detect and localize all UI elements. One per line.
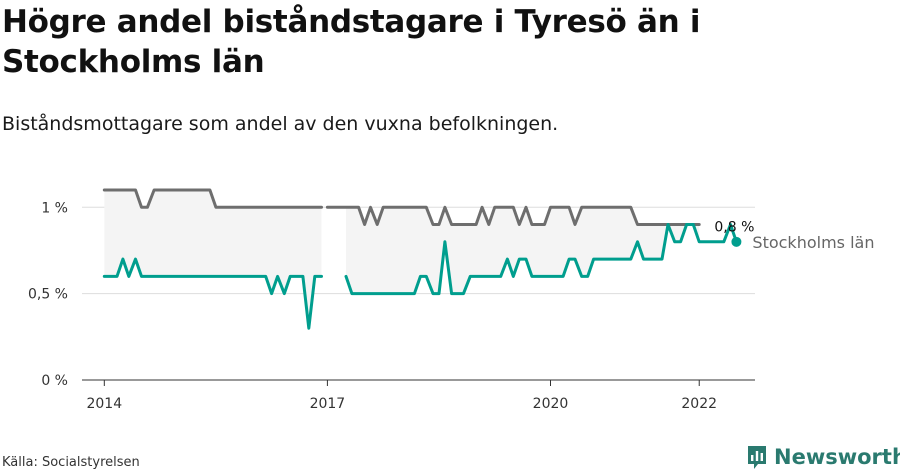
- chart-title: Högre andel biståndstagare i Tyresö än i…: [2, 4, 701, 80]
- series-line-tyreso: [102, 257, 323, 330]
- brand-logo[interactable]: Newsworthy: [746, 444, 900, 470]
- brand-name: Newsworthy: [774, 445, 900, 469]
- range-band: [346, 207, 700, 294]
- series-end-label: Stockholms län: [752, 233, 874, 252]
- chart-subtitle: Biståndsmottagare som andel av den vuxna…: [2, 113, 559, 135]
- y-tick-label: 0 %: [41, 373, 68, 389]
- y-tick-label: 0,5 %: [28, 287, 68, 303]
- y-tick-label: 1 %: [41, 200, 68, 216]
- newsworthy-logo-icon: [748, 446, 766, 469]
- x-tick-label: 2020: [533, 396, 569, 412]
- end-point: [731, 236, 742, 247]
- line-chart: 0 % 0,5 % 1 % 2014 2017 2020 2022 0,8 %Stockhol…: [28, 188, 874, 412]
- x-tick-label: 2017: [310, 396, 346, 412]
- x-tick-label: 2014: [86, 396, 122, 412]
- end-value-label: 0,8 %: [714, 220, 754, 236]
- series-line-tyreso: [344, 223, 738, 296]
- source-note: Källa: Socialstyrelsen: [2, 455, 140, 470]
- series-line-stockholms-lan: [325, 205, 701, 226]
- range-band: [104, 190, 322, 329]
- x-tick-label: 2022: [681, 396, 717, 412]
- series-line-stockholms-lan: [102, 188, 323, 209]
